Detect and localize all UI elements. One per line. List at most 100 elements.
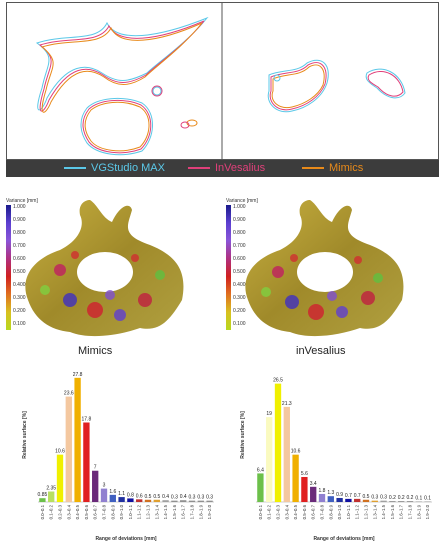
data-label: 0.5 [363, 494, 370, 500]
data-label: 0.85 [38, 492, 48, 498]
data-label: 0.3 [380, 495, 387, 501]
tick-label: 0.1–0.2 [49, 504, 54, 519]
data-label: 3.4 [310, 481, 317, 487]
colorbar-tick: 1.000 [233, 204, 246, 210]
tick-label: 1.9–2.0 [207, 504, 212, 519]
tick-label: 0.6–0.7 [311, 504, 316, 519]
data-label: 0.5 [153, 494, 160, 500]
contour-vgstudio-right [267, 59, 329, 113]
tick-label: 0.8–0.9 [328, 504, 333, 519]
tick-label: 1.3–1.4 [372, 504, 377, 519]
bar [118, 497, 125, 502]
contour-comparison-panel [6, 2, 439, 161]
tick-label: 0.9–1.0 [119, 504, 124, 519]
histogram-mimics: Relative surface [%] Range of deviations … [22, 372, 214, 542]
colorbar [226, 205, 231, 330]
tick-label: 1.5–1.6 [390, 504, 395, 519]
data-label: 27.8 [73, 372, 83, 378]
tick-label: 0.1–0.2 [267, 504, 272, 519]
data-label: 0.2 [398, 495, 405, 501]
colorbar-tick: 0.100 [233, 321, 246, 327]
bar [371, 500, 378, 502]
data-label: 0.4 [180, 494, 187, 500]
tick-label: 1.1–1.2 [355, 504, 360, 519]
bar [56, 454, 64, 502]
bar [257, 473, 264, 502]
x-axis-label: Range of deviations [mm] [313, 536, 374, 542]
tick-label: 1.8–1.9 [416, 504, 421, 519]
data-label: 0.6 [136, 493, 143, 499]
colorbar-tick: 0.500 [13, 269, 26, 275]
tick-label: 0.7–0.8 [320, 504, 325, 519]
data-label: 0.3 [206, 495, 213, 501]
colorbar-tick: 0.900 [233, 217, 246, 223]
colorbar-title: Variance [mm] [226, 198, 258, 204]
tick-label: 0.5–0.6 [84, 504, 89, 519]
tick-label: 1.8–1.9 [198, 504, 203, 519]
tick-label: 0.4–0.5 [293, 504, 298, 519]
bar [109, 494, 116, 502]
data-label: 0.3 [197, 495, 204, 501]
colorbar-tick: 0.200 [13, 308, 26, 314]
bar [406, 501, 414, 502]
tick-label: 1.0–1.1 [346, 504, 351, 519]
data-label: 3 [103, 483, 106, 489]
legend-item-invesalius: InVesalius [188, 161, 265, 176]
colorbar-tick: 0.800 [233, 230, 246, 236]
tick-label: 1.1–1.2 [137, 504, 142, 519]
histogram-invesalius: Relative surface [%] Range of deviations … [240, 378, 432, 542]
colorbar-tick: 0.700 [13, 243, 26, 249]
colorbar-tick: 0.400 [233, 282, 246, 288]
data-label: 0.2 [389, 495, 396, 501]
bar [398, 501, 405, 502]
render-label-mimics: Mimics [78, 345, 113, 357]
legend-swatch [64, 167, 86, 170]
data-label: 5.6 [301, 471, 308, 477]
tick-label: 0.3–0.4 [284, 504, 289, 519]
tick-label: 1.9–2.0 [425, 504, 430, 519]
data-label: 0.5 [145, 494, 152, 500]
bar [65, 396, 72, 502]
data-label: 0.3 [171, 495, 178, 501]
data-label: 0.7 [345, 493, 352, 499]
contour-invesalius-right-small [367, 70, 404, 97]
colorbar-tick: 0.300 [13, 295, 26, 301]
data-label: 1.3 [327, 490, 334, 496]
tick-label: 0.6–0.7 [93, 504, 98, 519]
tick-label: 0.9–1.0 [337, 504, 342, 519]
bar [362, 499, 370, 502]
x-axis-label: Range of deviations [mm] [95, 536, 156, 542]
data-label: 19 [266, 411, 272, 417]
legend-item-mimics: Mimics [302, 161, 363, 176]
bar [336, 497, 343, 502]
bar [389, 501, 396, 502]
bar [180, 500, 187, 502]
bar [153, 499, 160, 502]
data-label: 2.35 [46, 486, 56, 492]
colorbar-tick: 0.200 [233, 308, 246, 314]
data-label: 23.6 [64, 391, 74, 397]
tick-label: 1.2–1.3 [146, 504, 151, 519]
tick-label: 1.6–1.7 [399, 504, 404, 519]
contour-mimics-left [40, 22, 203, 113]
colorbar [6, 205, 11, 330]
colorbar-tick: 0.600 [233, 256, 246, 262]
tick-label: 0.4–0.5 [75, 504, 80, 519]
colorbar-tick: 0.300 [233, 295, 246, 301]
contour-vgstudio-body [80, 97, 153, 156]
legend-item-vgstudio: VGStudio MAX [64, 161, 165, 176]
bar [301, 476, 308, 502]
contour-invesalius-right [269, 62, 327, 111]
tick-label: 1.4–1.5 [163, 504, 168, 519]
bar [318, 493, 326, 502]
bar [171, 500, 178, 502]
bar [92, 470, 99, 502]
colorbar-tick: 0.900 [13, 217, 26, 223]
vertebra-model-invesalius [245, 200, 404, 337]
data-label: 0.4 [162, 494, 169, 500]
colorbar-tick: 0.800 [13, 230, 26, 236]
bar [74, 377, 81, 502]
data-label: 26.5 [273, 378, 283, 384]
data-label: 0.9 [336, 492, 343, 498]
bar [327, 496, 334, 502]
